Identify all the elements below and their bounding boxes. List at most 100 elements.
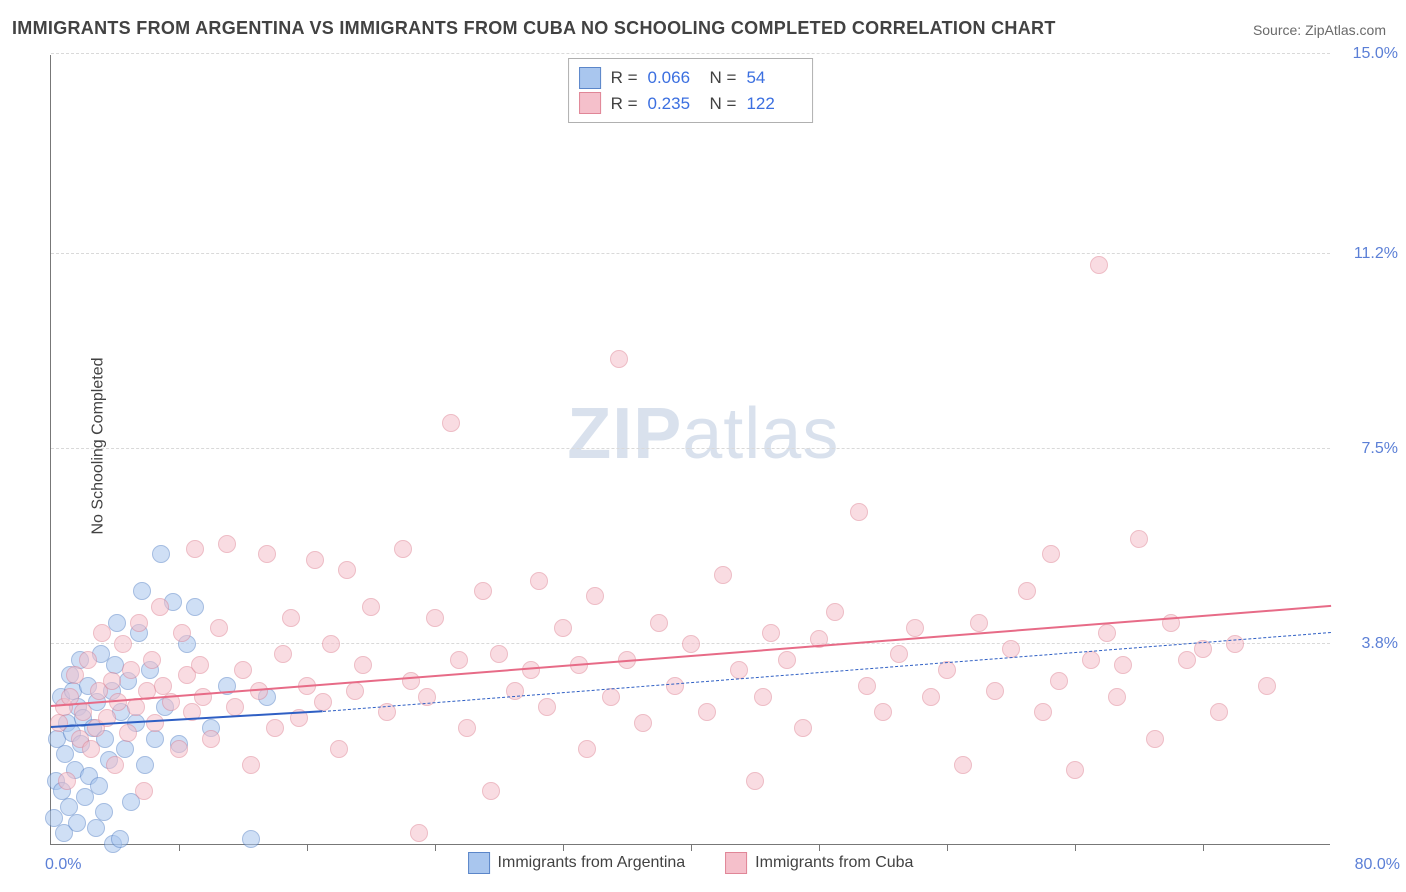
data-point-cuba [394,540,412,558]
data-point-cuba [274,645,292,663]
n-value-argentina: 54 [746,65,798,91]
watermark: ZIPatlas [567,393,839,475]
data-point-cuba [402,672,420,690]
data-point-cuba [1098,624,1116,642]
n-label: N = [710,91,737,117]
source-attribution: Source: ZipAtlas.com [1253,22,1386,38]
legend-item-argentina: Immigrants from Argentina [468,852,686,874]
data-point-cuba [850,503,868,521]
x-axis-max-label: 80.0% [1355,856,1400,874]
x-tick [1203,844,1204,851]
data-point-cuba [58,772,76,790]
data-point-cuba [1050,672,1068,690]
data-point-cuba [538,698,556,716]
data-point-cuba [151,598,169,616]
legend-label-cuba: Immigrants from Cuba [755,854,913,872]
scatter-plot-area: ZIPatlas R = 0.066 N = 54 R = 0.235 N = … [50,55,1330,845]
watermark-light: atlas [682,394,839,474]
gridline [51,448,1330,449]
data-point-cuba [1090,256,1108,274]
data-point-cuba [1108,688,1126,706]
series-legend: Immigrants from Argentina Immigrants fro… [468,852,914,874]
data-point-cuba [306,551,324,569]
data-point-cuba [410,824,428,842]
data-point-cuba [170,740,188,758]
data-point-cuba [146,714,164,732]
gridline [51,253,1330,254]
x-axis-min-label: 0.0% [45,856,81,874]
x-tick [1075,844,1076,851]
data-point-cuba [1258,677,1276,695]
data-point-cuba [143,651,161,669]
data-point-cuba [634,714,652,732]
n-label: N = [710,65,737,91]
x-tick [435,844,436,851]
legend-item-cuba: Immigrants from Cuba [725,852,913,874]
data-point-cuba [1210,703,1228,721]
data-point-cuba [173,624,191,642]
swatch-argentina [579,67,601,89]
stats-row-cuba: R = 0.235 N = 122 [579,91,799,117]
y-tick-label: 3.8% [1362,635,1398,653]
data-point-cuba [234,661,252,679]
data-point-cuba [322,635,340,653]
data-point-cuba [858,677,876,695]
data-point-cuba [103,672,121,690]
data-point-cuba [762,624,780,642]
r-label: R = [611,65,638,91]
data-point-cuba [1226,635,1244,653]
data-point-cuba [938,661,956,679]
data-point-argentina [111,830,129,848]
data-point-cuba [666,677,684,695]
y-tick-label: 11.2% [1354,245,1398,263]
data-point-argentina [68,814,86,832]
data-point-cuba [650,614,668,632]
data-point-cuba [450,651,468,669]
gridline [51,53,1330,54]
data-point-argentina [87,819,105,837]
data-point-cuba [330,740,348,758]
n-value-cuba: 122 [746,91,798,117]
data-point-cuba [258,545,276,563]
data-point-cuba [1114,656,1132,674]
data-point-cuba [346,682,364,700]
data-point-cuba [714,566,732,584]
r-value-cuba: 0.235 [648,91,700,117]
data-point-cuba [122,661,140,679]
data-point-cuba [242,756,260,774]
data-point-cuba [426,609,444,627]
data-point-cuba [186,540,204,558]
data-point-cuba [586,587,604,605]
data-point-argentina [146,730,164,748]
data-point-cuba [1002,640,1020,658]
y-tick-label: 15.0% [1353,45,1398,63]
data-point-cuba [778,651,796,669]
data-point-cuba [1082,651,1100,669]
data-point-cuba [119,724,137,742]
data-point-cuba [314,693,332,711]
data-point-argentina [133,582,151,600]
legend-label-argentina: Immigrants from Argentina [498,854,686,872]
data-point-cuba [986,682,1004,700]
data-point-argentina [136,756,154,774]
data-point-cuba [826,603,844,621]
data-point-cuba [218,535,236,553]
chart-title: IMMIGRANTS FROM ARGENTINA VS IMMIGRANTS … [12,18,1056,39]
data-point-cuba [458,719,476,737]
data-point-argentina [152,545,170,563]
data-point-cuba [1018,582,1036,600]
stats-legend-box: R = 0.066 N = 54 R = 0.235 N = 122 [568,58,814,123]
data-point-cuba [135,782,153,800]
data-point-cuba [1034,703,1052,721]
data-point-cuba [1178,651,1196,669]
data-point-cuba [490,645,508,663]
trendline-cuba [51,605,1331,707]
data-point-cuba [202,730,220,748]
data-point-cuba [522,661,540,679]
data-point-cuba [194,688,212,706]
data-point-cuba [482,782,500,800]
data-point-cuba [106,756,124,774]
data-point-argentina [242,830,260,848]
data-point-cuba [754,688,772,706]
data-point-cuba [506,682,524,700]
